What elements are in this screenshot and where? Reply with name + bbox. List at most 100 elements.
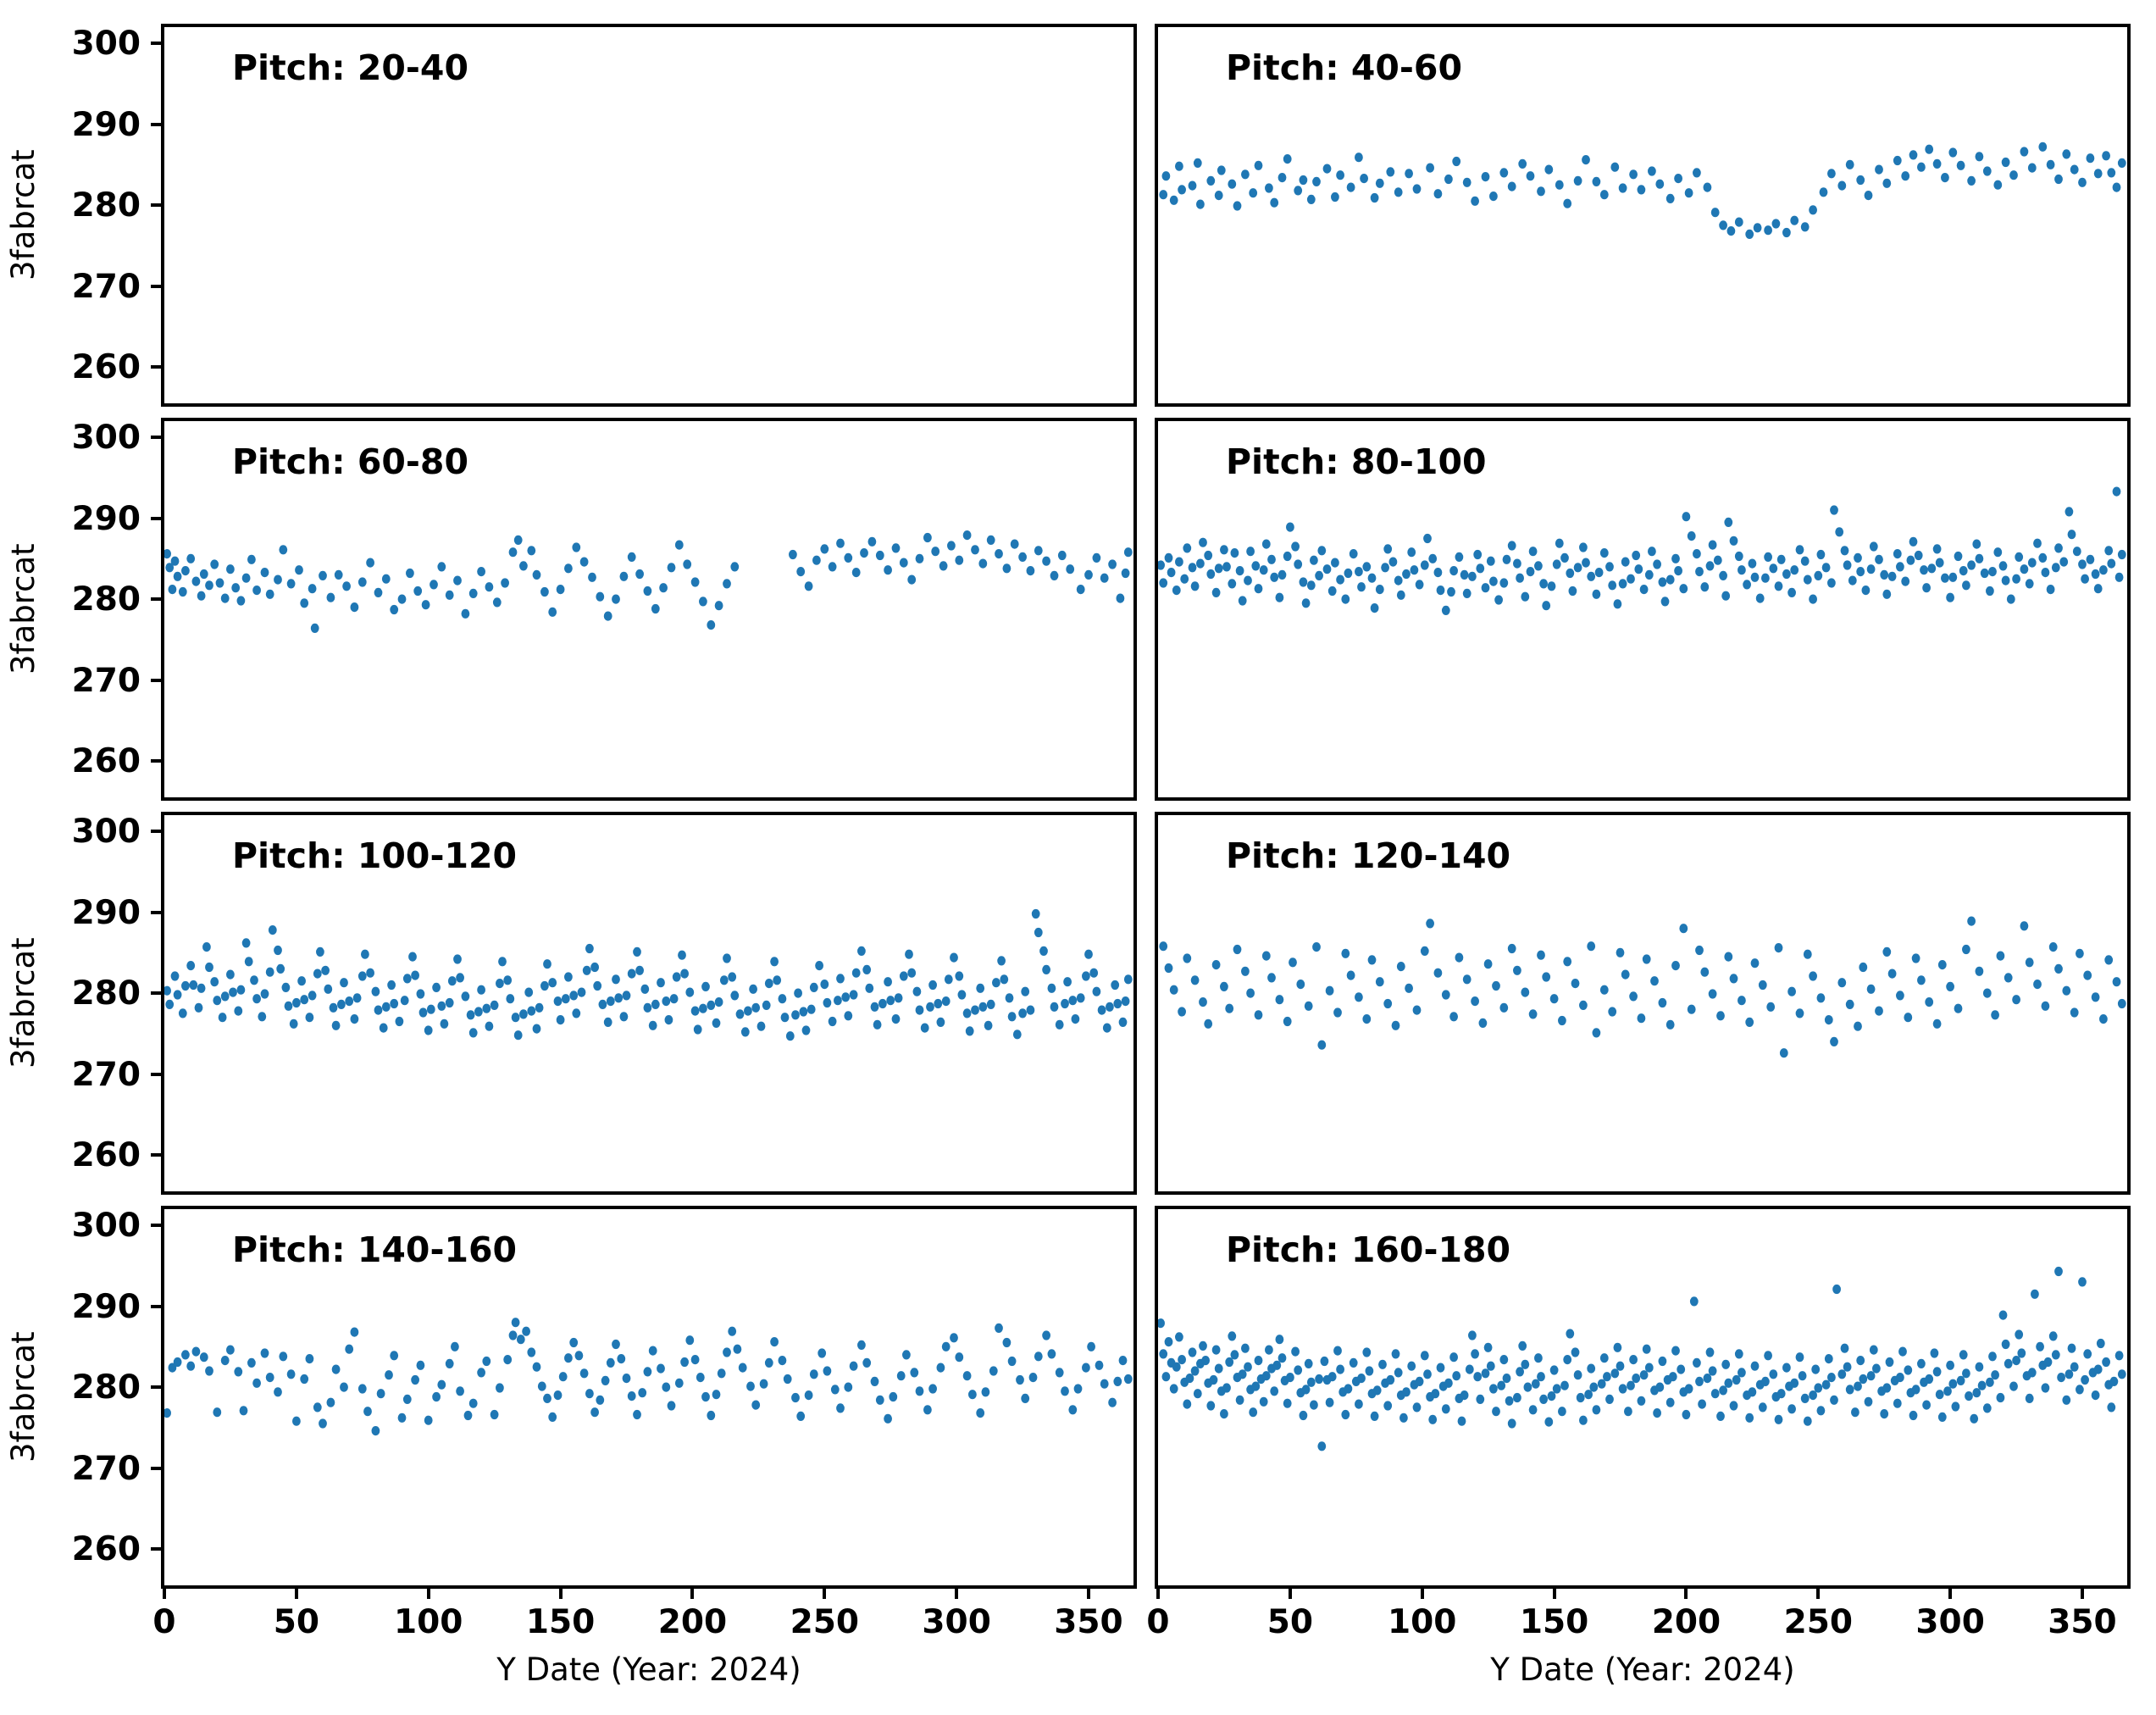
data-point	[778, 1356, 787, 1366]
data-point	[1005, 993, 1014, 1003]
subplot-pitch-120-140: Pitch: 120-140	[1155, 812, 2131, 1195]
data-point	[569, 991, 579, 1001]
subplot-title: Pitch: 140-160	[232, 1229, 518, 1270]
data-point	[1887, 571, 1897, 581]
data-point	[1658, 577, 1667, 587]
data-point	[2109, 1376, 2119, 1386]
data-point	[1357, 582, 1366, 592]
data-point	[828, 562, 837, 572]
data-point	[1835, 527, 1844, 537]
data-point	[1433, 968, 1443, 978]
y-tick-label: 270	[71, 267, 141, 306]
data-point	[1734, 551, 1743, 562]
data-point	[1627, 574, 1635, 584]
data-point	[1655, 179, 1665, 189]
data-point	[1639, 1370, 1649, 1380]
data-point	[1087, 1341, 1095, 1351]
data-point	[340, 1382, 348, 1392]
data-point	[1034, 927, 1043, 938]
data-point	[281, 982, 291, 992]
y-tick-label: 290	[71, 499, 141, 538]
data-point	[345, 996, 354, 1007]
data-point	[596, 591, 605, 602]
data-point	[2054, 174, 2063, 185]
data-point	[1840, 546, 1849, 556]
data-point	[1286, 1373, 1294, 1383]
data-point	[1304, 1001, 1313, 1011]
data-point	[508, 1330, 518, 1340]
data-point	[809, 1369, 818, 1379]
data-point	[2104, 546, 2114, 556]
data-point	[1317, 546, 1327, 556]
data-point	[707, 620, 716, 630]
data-point	[812, 555, 821, 565]
data-point	[672, 972, 681, 982]
data-point	[651, 999, 660, 1009]
data-point	[1830, 505, 1838, 515]
data-point	[2099, 1014, 2108, 1024]
data-point	[340, 978, 348, 988]
data-point	[1534, 1353, 1543, 1363]
data-point	[1684, 188, 1693, 198]
data-point	[2025, 1393, 2034, 1403]
data-point	[1018, 552, 1027, 562]
data-point	[1394, 1368, 1403, 1378]
data-point	[2078, 559, 2087, 569]
data-point	[1190, 581, 1200, 591]
data-point	[1123, 547, 1133, 558]
data-point	[2117, 1369, 2126, 1379]
x-tick-mark	[1816, 1589, 1821, 1599]
data-point	[357, 1384, 367, 1394]
data-point	[361, 949, 369, 959]
data-point	[1648, 547, 1656, 557]
data-point	[875, 1395, 884, 1405]
data-point	[1854, 1021, 1862, 1031]
data-point	[2025, 579, 2034, 589]
data-point	[1695, 1376, 1704, 1386]
data-point	[1632, 1374, 1641, 1384]
data-point	[648, 1346, 657, 1356]
data-point	[1476, 563, 1485, 574]
data-point	[1948, 572, 1958, 582]
data-point	[712, 1390, 721, 1400]
data-point	[319, 1418, 327, 1429]
data-point	[1244, 575, 1252, 586]
data-point	[1544, 1417, 1554, 1427]
data-point	[292, 1416, 301, 1426]
data-point	[1798, 1371, 1807, 1381]
data-point	[374, 587, 383, 597]
data-point	[1587, 571, 1596, 581]
x-tick-mark	[1684, 1589, 1688, 1599]
data-point	[1795, 1008, 1804, 1018]
data-point	[522, 1326, 530, 1336]
data-point	[1346, 182, 1355, 192]
data-point	[1066, 564, 1075, 574]
data-point	[1864, 1396, 1873, 1407]
data-point	[1980, 568, 1989, 579]
data-point	[220, 593, 230, 603]
data-point	[1283, 154, 1292, 164]
data-point	[1845, 999, 1854, 1009]
data-point	[1367, 955, 1377, 965]
data-point	[1837, 180, 1847, 191]
data-point	[2004, 1358, 2013, 1368]
data-point	[585, 1389, 594, 1399]
data-point	[1275, 995, 1284, 1005]
data-point	[2009, 1381, 2018, 1391]
data-point	[1362, 1347, 1372, 1357]
data-point	[1172, 1362, 1181, 1372]
data-point	[1821, 563, 1831, 573]
data-point	[701, 1391, 710, 1402]
data-point	[1431, 1389, 1440, 1399]
data-point	[1375, 178, 1384, 188]
data-point	[889, 1391, 898, 1402]
data-point	[1462, 588, 1472, 598]
data-point	[1513, 965, 1521, 975]
data-point	[1679, 924, 1688, 934]
data-point	[1975, 152, 1984, 162]
data-point	[503, 1355, 513, 1365]
data-point	[569, 1337, 579, 1348]
data-point	[297, 976, 306, 986]
data-point	[770, 957, 779, 967]
data-point	[532, 1024, 541, 1034]
